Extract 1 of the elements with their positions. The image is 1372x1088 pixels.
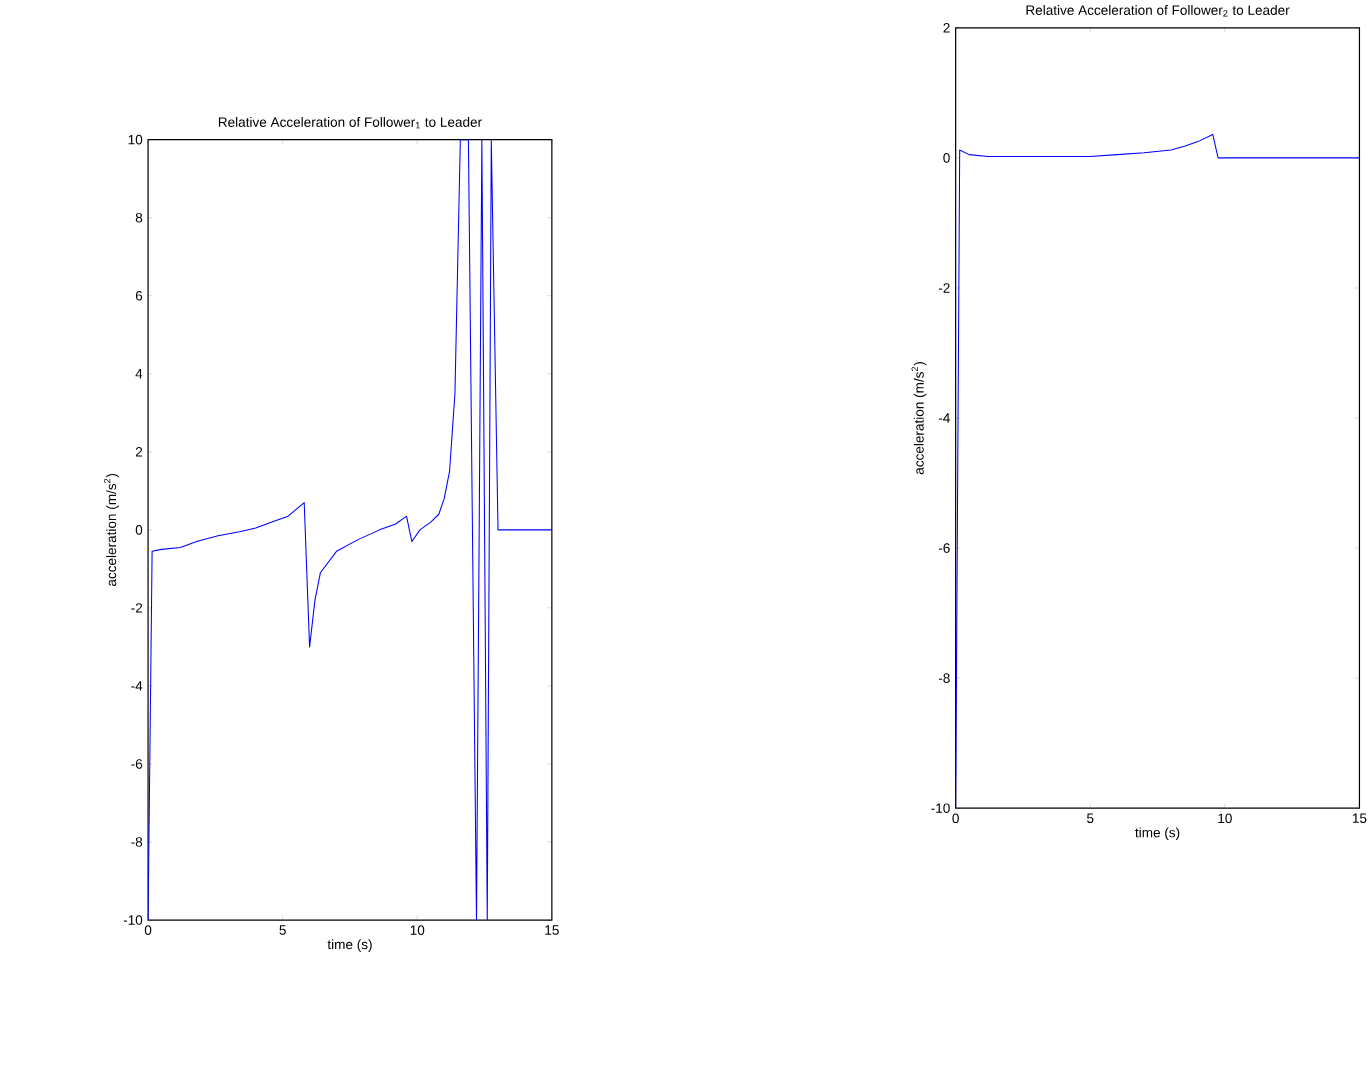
line-series	[148, 139, 552, 921]
